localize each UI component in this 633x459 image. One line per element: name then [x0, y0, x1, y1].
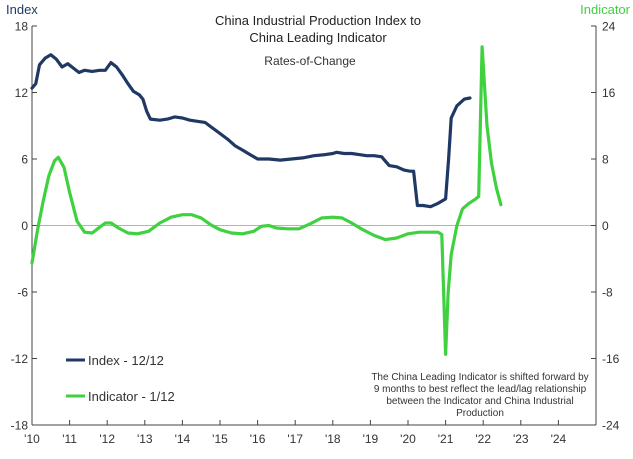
chart-title-line-2: China Leading Indicator [249, 30, 387, 45]
right-tick-label: 16 [602, 86, 616, 100]
series-line-indicator [30, 45, 503, 356]
x-tick-label: '18 [325, 432, 341, 446]
legend-label-index: Index - 12/12 [88, 353, 164, 368]
legend-label-indicator: Indicator - 1/12 [88, 389, 175, 404]
annotation-line-1: The China Leading Indicator is shifted f… [371, 372, 588, 383]
x-tick-labels: '10 '11 '12 '13 '14 '15 '16 '17 '18 '19 '20 '21 '22 '… [24, 420, 567, 446]
left-tick-label: -18 [11, 419, 29, 433]
left-tick-label: -12 [11, 352, 29, 366]
right-tick-label: -16 [602, 352, 620, 366]
left-tick-labels: 18 12 6 0 -6 -12 -18 [11, 20, 37, 433]
left-tick-label: 6 [21, 153, 28, 167]
right-tick-label: 24 [602, 20, 616, 34]
x-tick-label: '15 [212, 432, 228, 446]
right-tick-label: -24 [602, 419, 620, 433]
left-tick-label: 12 [15, 86, 29, 100]
left-axis-label: Index [6, 2, 38, 17]
x-tick-label: '19 [363, 432, 379, 446]
x-tick-label: '20 [400, 432, 416, 446]
x-tick-label: '17 [287, 432, 303, 446]
x-tick-label: '24 [551, 432, 567, 446]
annotation-line-2: 9 months to best reflect the lead/lag re… [374, 384, 587, 395]
right-axis-label: Indicator [580, 2, 631, 17]
annotation-note: The China Leading Indicator is shifted f… [371, 372, 588, 419]
x-tick-label: '22 [475, 432, 491, 446]
annotation-line-4: Production [456, 408, 504, 419]
chart-title-line-1: China Industrial Production Index to [215, 13, 421, 28]
series-line-index [30, 53, 472, 209]
chart-subtitle: Rates-of-Change [264, 54, 356, 68]
x-tick-label: '21 [438, 432, 454, 446]
right-tick-labels: 24 16 8 0 -8 -16 -24 [591, 20, 620, 433]
x-tick-label: '14 [175, 432, 191, 446]
x-tick-label: '16 [250, 432, 266, 446]
chart-title: China Industrial Production Index to Chi… [215, 13, 421, 68]
left-tick-label: 0 [21, 219, 28, 233]
annotation-line-3: between the Indicator and China Industri… [386, 396, 573, 407]
right-tick-label: -8 [602, 286, 613, 300]
legend: Index - 12/12 Indicator - 1/12 [66, 353, 175, 404]
x-tick-label: '23 [513, 432, 529, 446]
left-tick-label: 18 [15, 20, 29, 34]
left-tick-label: -6 [17, 286, 28, 300]
x-tick-label: '11 [62, 432, 77, 446]
x-tick-label: '13 [137, 432, 153, 446]
series-layer [30, 45, 503, 356]
right-tick-label: 8 [602, 153, 609, 167]
x-tick-label: '12 [99, 432, 115, 446]
right-tick-label: 0 [602, 219, 609, 233]
x-tick-label: '10 [24, 432, 40, 446]
